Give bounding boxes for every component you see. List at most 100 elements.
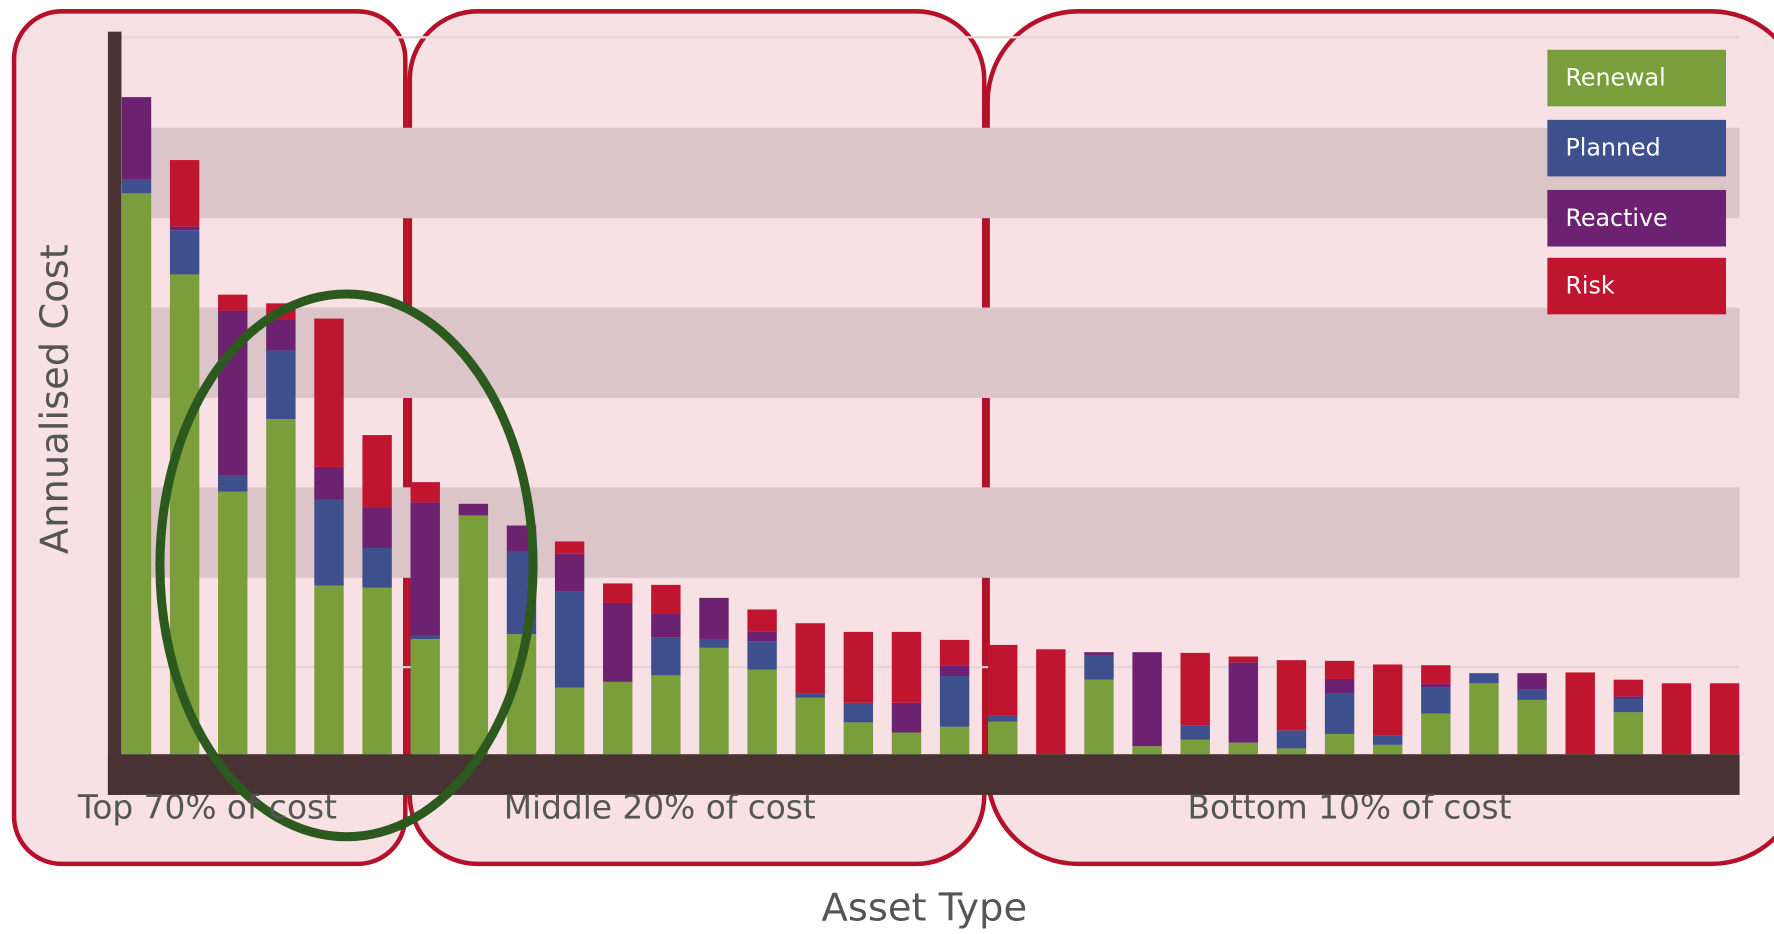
bar-segment — [1613, 696, 1644, 699]
bar-segment — [651, 675, 681, 755]
bar-segment — [458, 515, 489, 755]
bars — [121, 97, 1740, 755]
bar-segment — [1276, 730, 1307, 749]
bar-segment — [169, 226, 200, 231]
bar-segment — [1084, 655, 1114, 680]
legend-label: Renewal — [1565, 64, 1665, 92]
bar-segment — [1517, 699, 1547, 755]
legend-swatch — [1547, 189, 1727, 247]
bar-segment — [603, 583, 633, 603]
bar-segment — [1180, 652, 1210, 726]
bar-segment — [1373, 664, 1403, 736]
bar-segment — [410, 482, 440, 503]
bar-segment — [218, 294, 248, 311]
group-label: Bottom 10% of cost — [1187, 789, 1511, 827]
bar-segment — [1228, 742, 1259, 755]
bar-segment — [1709, 683, 1740, 755]
bar-segment — [1324, 678, 1355, 694]
bar-segment — [1132, 652, 1162, 747]
bar-segment — [1276, 660, 1307, 731]
highlight-ellipse — [155, 289, 538, 842]
bar-segment — [843, 702, 874, 723]
bar-segment — [939, 665, 970, 677]
bar-segment — [458, 503, 489, 516]
bar-segment — [121, 179, 152, 194]
bar-segment — [1324, 693, 1355, 734]
bar-segment — [362, 507, 392, 548]
bar-segment — [1324, 660, 1355, 679]
legend-label: Planned — [1565, 134, 1660, 162]
legend-label: Risk — [1565, 272, 1614, 300]
bar-segment — [699, 639, 729, 648]
bar-segment — [266, 419, 296, 755]
bar-segment — [1565, 672, 1595, 755]
bar-segment — [314, 499, 344, 586]
bar-segment — [843, 631, 874, 703]
group-label: Middle 20% of cost — [504, 789, 816, 827]
bar-segment — [554, 553, 585, 592]
bar-segment — [699, 647, 729, 755]
bar-segment — [169, 230, 200, 275]
bar-segment — [1661, 683, 1692, 755]
bar-segment — [1084, 652, 1114, 656]
bar-segment — [1421, 713, 1451, 755]
bar-segment — [939, 726, 970, 755]
y-axis-label: Annualised Cost — [33, 244, 78, 554]
bar-segment — [266, 320, 296, 351]
legend-swatch — [1547, 257, 1727, 315]
bar-segment — [795, 693, 825, 698]
legend-swatch — [1547, 49, 1727, 107]
bar-segment — [651, 637, 681, 676]
y-axis — [107, 31, 122, 795]
group-label: Top 70% of cost — [77, 789, 337, 827]
bar-segment — [362, 547, 392, 588]
bar-segment — [795, 623, 825, 694]
bar-segment — [603, 602, 633, 682]
bar-segment — [891, 732, 922, 755]
bar-segment — [314, 585, 344, 755]
legend: Renewal Planned Reactive Risk — [1547, 49, 1727, 315]
bar-segment — [1613, 698, 1644, 713]
bar-segment — [988, 721, 1018, 755]
bar-segment — [1613, 679, 1644, 697]
bar-segment — [1180, 725, 1210, 740]
bar-segment — [1132, 746, 1162, 755]
bar-segment — [1469, 673, 1499, 684]
x-axis-label: Asset Type — [822, 886, 1028, 931]
bar-segment — [747, 631, 777, 642]
bar-segment — [1084, 679, 1114, 755]
legend-label: Reactive — [1565, 204, 1667, 232]
bar-segment — [362, 587, 392, 755]
bar-segment — [603, 681, 633, 755]
bar-segment — [1324, 733, 1355, 755]
bar-segment — [843, 722, 874, 755]
bar-segment — [1421, 683, 1451, 688]
bar-segment — [747, 609, 777, 632]
bar-segment — [988, 644, 1018, 716]
bar-segment — [1613, 712, 1644, 755]
bar-segment — [410, 635, 440, 640]
bar-segment — [554, 687, 585, 755]
bar-segment — [1517, 673, 1547, 690]
bar-segment — [410, 639, 440, 755]
bar-segment — [747, 669, 777, 755]
bar-segment — [169, 160, 200, 227]
bar-segment — [121, 193, 152, 755]
bar-segment — [1469, 683, 1499, 755]
bar-segment — [1421, 687, 1451, 714]
band — [150, 127, 1740, 219]
bar-segment — [554, 591, 585, 688]
bar-segment — [939, 639, 970, 666]
bar-segment — [1373, 735, 1403, 745]
group-box — [407, 9, 987, 867]
bands — [150, 127, 1740, 578]
bar-segment — [1228, 662, 1259, 743]
bar-segment — [988, 715, 1018, 722]
bar-segment — [121, 97, 152, 180]
bar-segment — [314, 318, 344, 467]
bar-segment — [651, 584, 681, 614]
bar-segment — [218, 475, 248, 492]
bar-segment — [1228, 656, 1259, 663]
legend-swatch — [1547, 119, 1727, 177]
